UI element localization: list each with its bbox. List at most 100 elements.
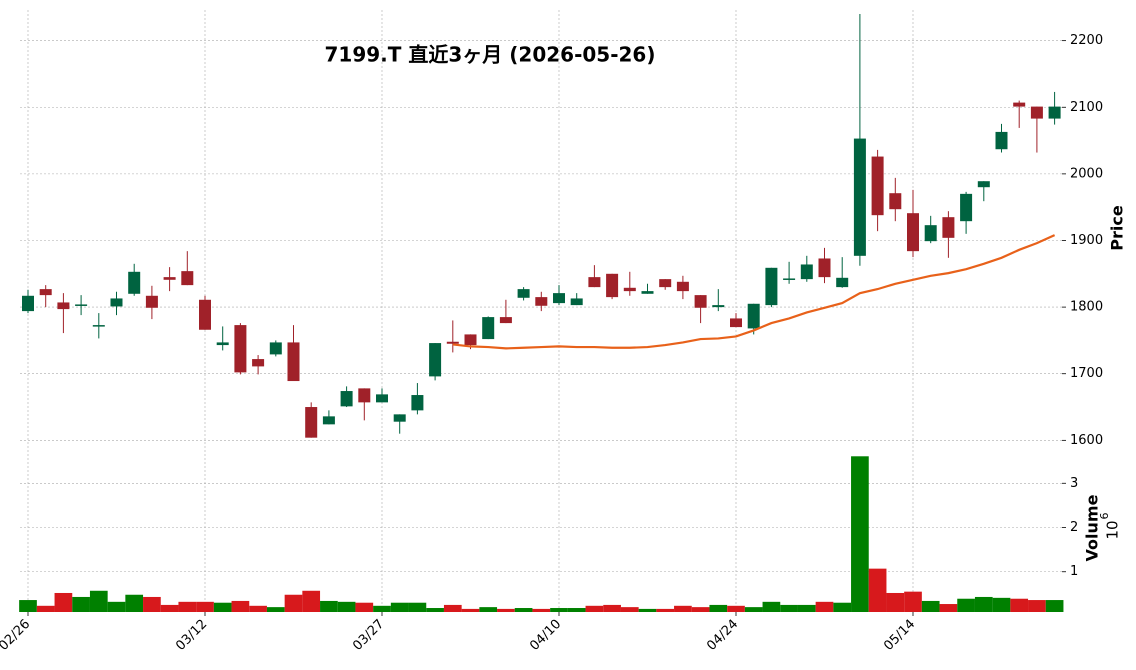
volume-bar <box>355 602 374 612</box>
volume-bar <box>709 604 728 612</box>
volume-bar <box>797 604 816 612</box>
volume-bar <box>231 600 250 612</box>
volume-bar <box>638 608 657 612</box>
candle-body <box>376 394 388 403</box>
volume-bar <box>992 597 1011 612</box>
candle-body <box>765 267 778 306</box>
volume-bar <box>727 605 745 612</box>
candle-body <box>553 293 565 304</box>
candle-body <box>570 298 583 306</box>
candle-body <box>482 317 495 340</box>
y-axis-label: Price <box>1108 205 1127 251</box>
candle-body <box>588 277 601 288</box>
volume-bar <box>178 601 197 612</box>
candle-body <box>818 258 831 278</box>
candle-body <box>694 295 707 308</box>
candle-body <box>853 138 866 256</box>
y-tick-label: 2100 <box>1070 100 1103 115</box>
volume-bar <box>160 604 179 612</box>
candle-body <box>305 407 318 438</box>
volume-bar <box>426 608 444 612</box>
candle-body <box>446 341 459 344</box>
x-tick-label: 03/27 <box>350 617 387 654</box>
candle-body <box>535 297 548 306</box>
candle-body <box>393 414 406 422</box>
candle-body <box>145 295 158 308</box>
moving-average-line <box>452 234 1056 350</box>
x-tick-label: 05/14 <box>881 617 918 654</box>
volume-bar <box>1028 600 1046 612</box>
volume-bar <box>89 590 108 612</box>
candle-body <box>995 131 1008 150</box>
volume-bar <box>443 604 462 612</box>
volume-bar <box>815 601 834 612</box>
x-tick-label: 04/24 <box>704 617 741 654</box>
volume-bar <box>125 594 144 612</box>
candle-body <box>234 325 247 373</box>
candle-body <box>641 291 654 294</box>
volume-bar <box>196 601 214 612</box>
candle-body <box>889 193 902 210</box>
volume-bar <box>532 608 551 612</box>
volume-scale-exponent: 6 <box>1098 513 1111 520</box>
volume-bar <box>656 608 675 612</box>
volume-bar <box>408 602 427 612</box>
volume-bar <box>19 600 37 612</box>
candle-body <box>676 281 689 292</box>
volume-bar <box>36 605 55 612</box>
candle-body <box>942 217 955 238</box>
volume-bar <box>461 608 480 612</box>
volume-bar <box>337 601 356 612</box>
volume-bar <box>320 600 338 612</box>
chart-title: 7199.T 直近3ヶ月 (2026-05-26) <box>325 43 656 67</box>
candle-body <box>836 277 849 288</box>
volume-bar <box>886 592 905 612</box>
candle-body <box>22 295 34 312</box>
candle-body <box>358 388 371 403</box>
y-tick-label: 1600 <box>1070 433 1103 448</box>
volume-scale-base: 10 <box>1104 520 1122 539</box>
candle-body <box>39 289 52 296</box>
volume-bar <box>107 601 126 612</box>
y-tick-label: 1700 <box>1070 366 1103 381</box>
y-tick-label: 2000 <box>1070 166 1103 181</box>
candle-body <box>411 395 424 411</box>
volume-bar <box>868 568 887 612</box>
candle-body <box>907 213 919 252</box>
candle-body <box>252 359 265 367</box>
volume-bar <box>302 590 321 612</box>
volume-bar <box>851 456 869 612</box>
volume-bar <box>974 596 993 612</box>
candle-body <box>960 193 973 222</box>
volume-bar <box>497 608 515 612</box>
candle-body <box>464 334 477 346</box>
candle-body <box>730 318 742 328</box>
candle-body <box>977 181 990 188</box>
candle-body <box>199 299 211 330</box>
volume-bar <box>921 600 940 612</box>
volume-bar <box>213 602 232 612</box>
volume-bar <box>603 604 621 612</box>
y-tick-label: 1 <box>1070 564 1078 579</box>
candle-body <box>110 298 123 307</box>
volume-bar <box>674 605 692 612</box>
volume-bar <box>957 598 975 612</box>
candle-body <box>1013 102 1026 107</box>
volume-bar <box>567 608 586 612</box>
candle-body <box>92 325 105 327</box>
candle-body <box>623 287 636 292</box>
candle-body <box>340 391 353 407</box>
volume-bar <box>939 604 958 612</box>
volume-bar <box>585 605 604 612</box>
volume-bar <box>780 604 798 612</box>
y-tick-label: 1900 <box>1070 233 1103 248</box>
volume-bar <box>479 607 498 612</box>
candle-body <box>181 271 194 286</box>
candle-body <box>75 304 88 306</box>
candle-body <box>783 278 796 280</box>
candle-body <box>800 264 813 280</box>
volume-bar <box>72 596 90 612</box>
candle-body <box>712 305 725 308</box>
